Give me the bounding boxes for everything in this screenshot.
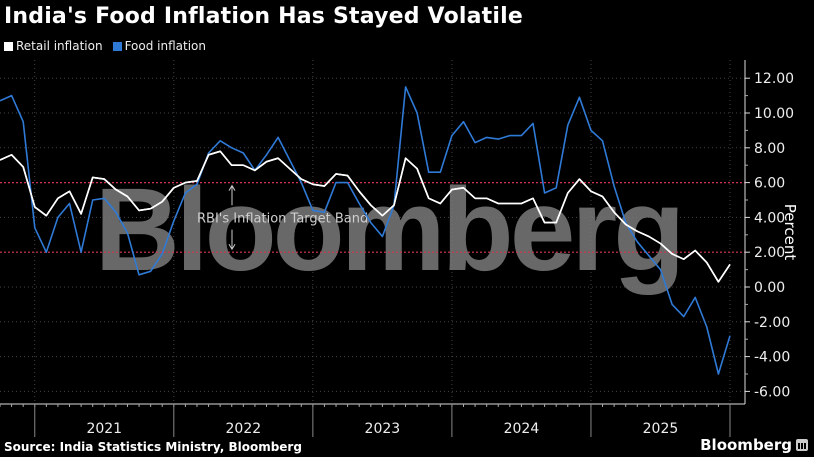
y-axis-label: Percent — [781, 203, 799, 261]
bloomberg-logo: Bloomberg — [700, 436, 808, 454]
y-tick-label: 2.00 — [754, 245, 785, 261]
y-tick-label: 0.00 — [754, 280, 785, 296]
y-tick-label: -4.00 — [754, 350, 790, 366]
chart-title: India's Food Inflation Has Stayed Volati… — [4, 4, 523, 29]
legend: Retail inflation Food inflation — [4, 39, 206, 53]
x-tick-label: 2022 — [226, 421, 262, 437]
x-tick-label: 2021 — [86, 421, 122, 437]
x-tick-label: 2025 — [643, 421, 679, 437]
retail-swatch-icon — [4, 41, 13, 51]
source-note: Source: India Statistics Ministry, Bloom… — [4, 440, 302, 454]
arrow-down-head-icon — [228, 243, 236, 251]
y-tick-label: 10.00 — [754, 106, 794, 122]
bloomberg-chart-icon — [796, 439, 808, 451]
y-tick-label: 12.00 — [754, 71, 794, 87]
y-tick-label: 6.00 — [754, 176, 785, 192]
x-tick-label: 2024 — [504, 421, 540, 437]
y-tick-label: -6.00 — [754, 384, 790, 400]
legend-item-food: Food inflation — [112, 39, 206, 53]
food-swatch-icon — [112, 41, 122, 51]
y-tick-label: 4.00 — [754, 210, 785, 226]
x-tick-label: 2023 — [365, 421, 401, 437]
legend-item-retail: Retail inflation — [4, 39, 103, 53]
retail-inflation-line-top — [0, 150, 731, 283]
y-tick-label: 8.00 — [754, 141, 785, 157]
arrow-up-head-icon — [228, 184, 236, 191]
legend-label-retail: Retail inflation — [16, 39, 103, 53]
y-tick-label: -2.00 — [754, 315, 790, 331]
target-band-annotation: RBI's Inflation Target Band — [197, 211, 368, 226]
brand-text: Bloomberg — [700, 436, 792, 454]
legend-label-food: Food inflation — [124, 39, 206, 53]
food-inflation-line — [0, 86, 731, 375]
